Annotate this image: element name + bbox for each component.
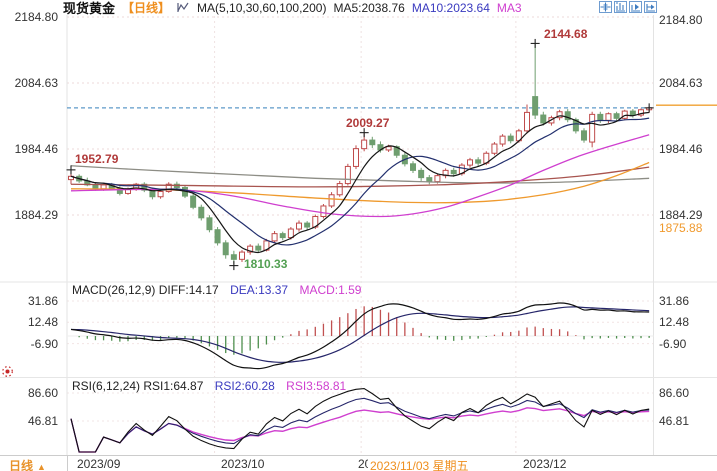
ma30-value: MA3 [496, 0, 522, 15]
y-axis-label: 2084.63 [14, 76, 58, 90]
chart-header: 现货黄金 【日线】 MA(5,10,30,60,100,200) MA5:203… [63, 0, 522, 17]
rsi-layer [70, 388, 650, 453]
ma-group-label: MA(5,10,30,60,100,200) [197, 0, 327, 15]
candles-layer [68, 43, 653, 264]
y-axis-label: 46.81 [27, 414, 58, 428]
high-annotation: 2144.68 [544, 27, 588, 41]
macd-value: MACD:1.59 [299, 283, 362, 297]
ma-lines-layer [70, 111, 650, 254]
ma10-value: MA10:2023.64 [411, 0, 490, 15]
triangle-up-icon: ▲ [37, 462, 46, 471]
y-axis-label: 12.48 [27, 315, 58, 329]
period-selector[interactable]: 日线 ▲ [9, 459, 46, 471]
pan-right-icon[interactable] [644, 1, 657, 13]
y-axis-label: 12.48 [659, 315, 690, 329]
y-axis-label: 1984.46 [659, 142, 703, 156]
zoom-range-icon[interactable] [614, 1, 627, 13]
live-target-icon[interactable] [1, 365, 14, 381]
price-markers-layer [66, 38, 654, 271]
crosshair-date-readout: 2023/11/03 星期五 [368, 457, 471, 471]
high-annotation: 2009.27 [346, 116, 390, 130]
y-axis-label: 2184.80 [14, 10, 58, 24]
macd-dea-value: DEA:13.37 [230, 283, 289, 297]
rsi-title: RSI(6,12,24) RSI1:64.87 [72, 379, 204, 393]
rsi2-value: RSI2:60.28 [214, 379, 275, 393]
zoom-play-icon[interactable] [629, 1, 642, 13]
y-axis-label: 1884.29 [659, 208, 703, 222]
rsi-panel-header: RSI(6,12,24) RSI1:64.87 RSI2:60.28 RSI3:… [72, 379, 347, 393]
y-axis-label: 1884.29 [14, 208, 58, 222]
macd-layer [67, 302, 654, 370]
crosshair-icon[interactable] [599, 1, 612, 13]
y-axis-label: 31.86 [659, 294, 690, 308]
y-axis-label: 2084.63 [659, 76, 703, 90]
divider [67, 456, 68, 471]
chart-toolbar [599, 1, 657, 13]
symbol-name: 现货黄金 [63, 1, 116, 16]
time-axis-bar: 日线▲ 2023/09 2023/10 2023/11 2023/12 2023… [0, 455, 717, 471]
y-axis-label: 86.60 [27, 386, 58, 400]
x-axis-label: 2023/12 [523, 457, 567, 471]
indicator-icon [177, 2, 190, 13]
macd-title: MACD(26,12,9) DIFF:14.17 [72, 283, 219, 297]
period-tag: 【日线】 [122, 1, 171, 15]
y-axis-label: -6.90 [30, 337, 58, 351]
rsi3-value: RSI3:58.81 [286, 379, 347, 393]
gridlines-layer [0, 15, 717, 455]
y-axis-label: 31.86 [27, 294, 58, 308]
y-axis-label: -6.90 [659, 337, 687, 351]
x-axis-label: 2023/10 [221, 457, 265, 471]
ma5-value: MA5:2038.76 [333, 0, 405, 15]
macd-panel-header: MACD(26,12,9) DIFF:14.17 DEA:13.37 MACD:… [72, 283, 362, 297]
y-axis-label: 86.60 [659, 386, 690, 400]
y-axis-label: 2184.80 [659, 13, 703, 27]
y-axis-label: 1984.46 [14, 142, 58, 156]
y-axis-label: 46.81 [659, 414, 690, 428]
y-axis-label: 1875.88 [659, 221, 703, 235]
low-annotation: 1810.33 [244, 257, 288, 271]
x-axis-label: 2023/09 [77, 457, 121, 471]
x-axis-label: 2023/11 [358, 457, 369, 471]
high-annotation: 1952.79 [75, 152, 119, 166]
